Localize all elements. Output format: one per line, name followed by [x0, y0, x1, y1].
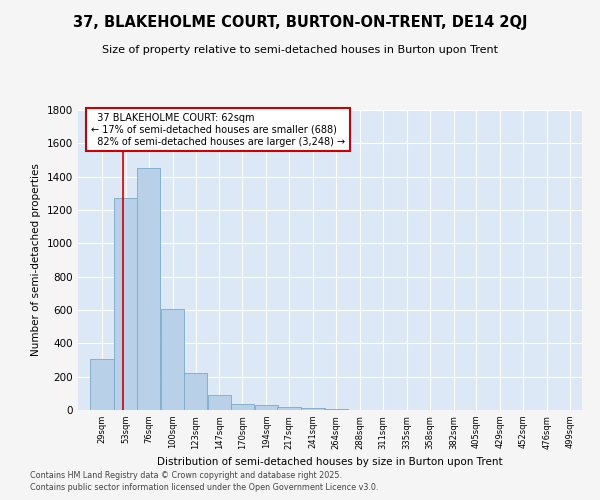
- Text: 37, BLAKEHOLME COURT, BURTON-ON-TRENT, DE14 2QJ: 37, BLAKEHOLME COURT, BURTON-ON-TRENT, D…: [73, 15, 527, 30]
- Text: Contains public sector information licensed under the Open Government Licence v3: Contains public sector information licen…: [30, 483, 379, 492]
- Bar: [208, 396, 231, 410]
- Bar: [254, 406, 278, 410]
- Text: 37 BLAKEHOLME COURT: 62sqm
← 17% of semi-detached houses are smaller (688)
  82%: 37 BLAKEHOLME COURT: 62sqm ← 17% of semi…: [91, 114, 345, 146]
- Bar: [137, 168, 160, 410]
- Bar: [324, 408, 347, 410]
- Bar: [114, 198, 137, 410]
- Text: Size of property relative to semi-detached houses in Burton upon Trent: Size of property relative to semi-detach…: [102, 45, 498, 55]
- Bar: [161, 309, 184, 410]
- X-axis label: Distribution of semi-detached houses by size in Burton upon Trent: Distribution of semi-detached houses by …: [157, 457, 503, 467]
- Bar: [184, 374, 207, 410]
- Bar: [90, 359, 113, 410]
- Bar: [301, 408, 325, 410]
- Text: Contains HM Land Registry data © Crown copyright and database right 2025.: Contains HM Land Registry data © Crown c…: [30, 470, 342, 480]
- Bar: [230, 404, 254, 410]
- Y-axis label: Number of semi-detached properties: Number of semi-detached properties: [31, 164, 41, 356]
- Bar: [277, 406, 301, 410]
